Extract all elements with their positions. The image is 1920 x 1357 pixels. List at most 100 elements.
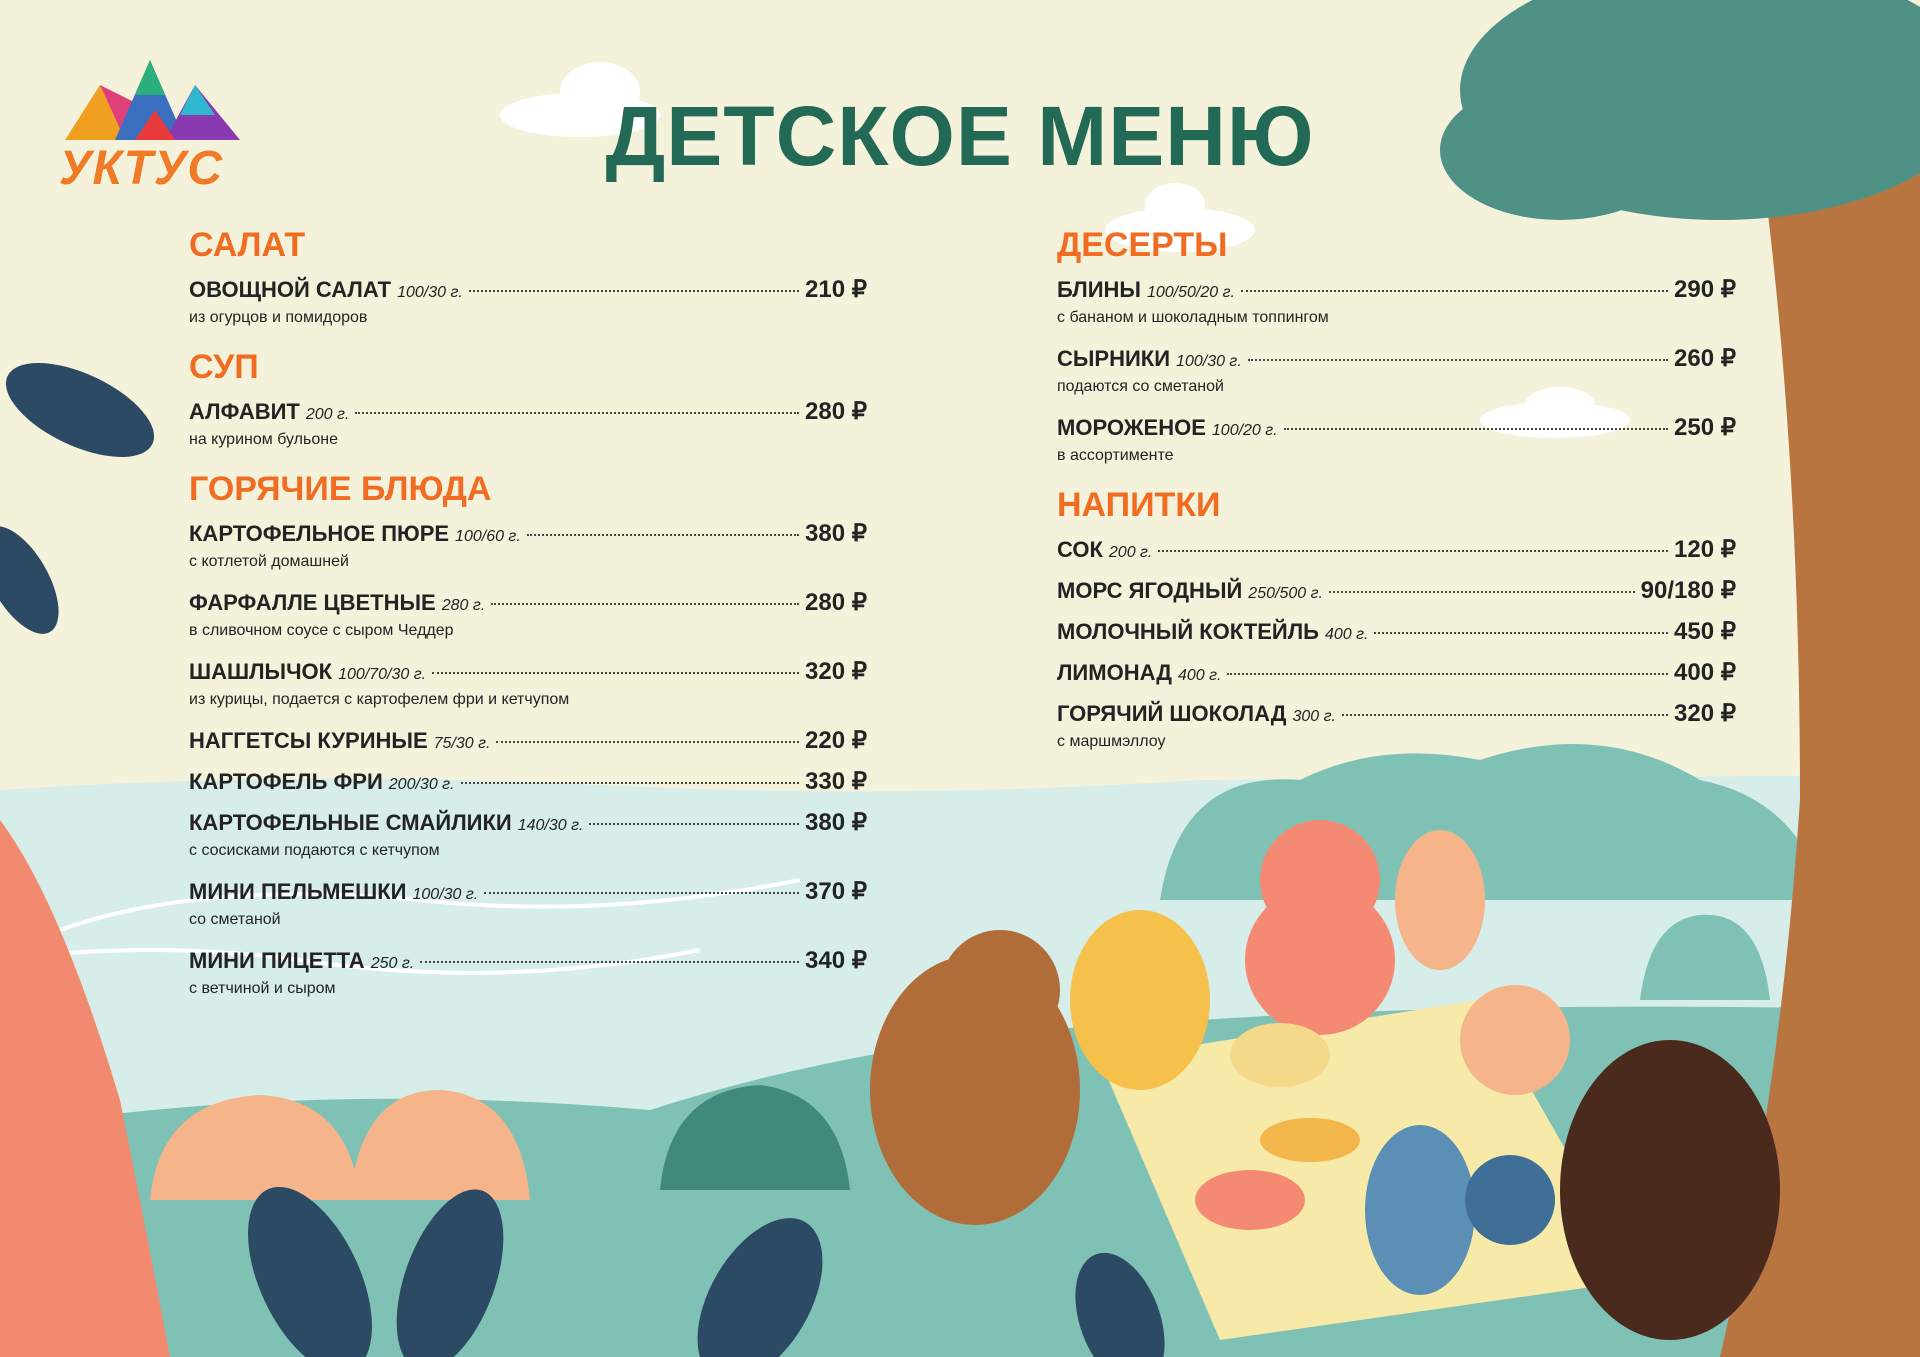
dot-leader — [484, 892, 800, 894]
section-heading: НАПИТКИ — [1057, 486, 1221, 524]
dot-leader — [1158, 550, 1669, 552]
menu-item-row: АЛФАВИТ 200 г. 280 ₽ — [189, 398, 867, 426]
bread — [1260, 1118, 1360, 1162]
bowl — [1230, 1023, 1330, 1087]
dot-leader — [355, 412, 800, 414]
menu-item: МИНИ ПЕЛЬМЕШКИ 100/30 г. 370 ₽ со сметаной — [189, 878, 867, 934]
item-name: ФАРФАЛЛЕ ЦВЕТНЫЕ — [189, 590, 436, 615]
item-name: ЛИМОНАД — [1057, 660, 1172, 685]
dot-leader — [589, 823, 800, 825]
dot-leader — [491, 603, 800, 605]
duck — [1460, 985, 1570, 1095]
item-name: СОК — [1057, 537, 1103, 562]
menu-item-row: ЛИМОНАД 400 г. 400 ₽ — [1057, 659, 1736, 687]
item-price: 380 ₽ — [805, 809, 867, 836]
menu-item-row: КАРТОФЕЛЬНЫЕ СМАЙЛИКИ 140/30 г. 380 ₽ — [189, 809, 867, 837]
item-description: на курином бульоне — [189, 431, 338, 448]
item-price: 250 ₽ — [1674, 414, 1736, 441]
section-heading: ГОРЯЧИЕ БЛЮДА — [189, 470, 492, 508]
leaf — [0, 526, 59, 634]
item-weight: 100/30 г. — [1176, 353, 1242, 370]
menu-item-row: СЫРНИКИ 100/30 г. 260 ₽ — [1057, 345, 1736, 373]
cloud — [1525, 387, 1595, 423]
item-weight: 100/30 г. — [412, 886, 479, 903]
menu-item-row: МОРС ЯГОДНЫЙ 250/500 г. 90/180 ₽ — [1057, 577, 1736, 605]
menu-item: ФАРФАЛЛЕ ЦВЕТНЫЕ 280 г. 280 ₽ в сливочном с… — [189, 589, 867, 645]
item-name: КАРТОФЕЛЬНОЕ ПЮРЕ — [189, 521, 450, 546]
leaf — [248, 1186, 372, 1357]
item-price: 260 ₽ — [1674, 345, 1736, 372]
cloud — [560, 62, 640, 122]
item-name: НАГГЕТСЫ КУРИНЫЕ — [189, 728, 428, 753]
dot-leader — [1341, 714, 1669, 716]
dot-leader — [1227, 673, 1669, 675]
item-weight: 100/60 г. — [455, 528, 521, 545]
menu-item: БЛИНЫ 100/50/20 г. 290 ₽ с бананом и шокола… — [1057, 276, 1736, 332]
item-name: КАРТОФЕЛЬНЫЕ СМАЙЛИКИ — [189, 810, 512, 835]
dot-leader — [1240, 290, 1669, 292]
dot-leader — [1283, 428, 1669, 430]
item-description: с бананом и шоколадным топпингом — [1057, 309, 1329, 326]
item-price: 400 ₽ — [1674, 659, 1736, 686]
menu-item: ГОРЯЧИЙ ШОКОЛАД 300 г. 320 ₽ с маршмэллоу — [1057, 700, 1736, 756]
item-weight: 100/20 г. — [1211, 422, 1278, 439]
dot-leader — [496, 741, 800, 743]
dot-leader — [1247, 359, 1669, 361]
bush — [350, 1090, 530, 1200]
fox-tail — [1395, 830, 1485, 970]
menu-item: КАРТОФЕЛЬНЫЕ СМАЙЛИКИ 140/30 г. 380 ₽ с сос… — [189, 809, 867, 865]
logo-text: УКТУС — [59, 142, 224, 195]
section-heading: СУП — [189, 348, 259, 386]
menu-item-row: МИНИ ПИЦЕТТА 250 г. 340 ₽ — [189, 947, 867, 975]
item-price: 220 ₽ — [805, 727, 867, 754]
menu-item: ЛИМОНАД 400 г. 400 ₽ — [1057, 659, 1736, 687]
item-weight: 100/50/20 г. — [1146, 284, 1235, 301]
boar — [1560, 1040, 1780, 1340]
item-weight: 140/30 г. — [517, 817, 584, 834]
item-weight: 280 г. — [441, 597, 486, 614]
item-price: 330 ₽ — [805, 768, 867, 795]
hill — [1640, 914, 1770, 1000]
item-price: 290 ₽ — [1674, 276, 1736, 303]
menu-item: ОВОЩНОЙ САЛАТ 100/30 г. 210 ₽ из огурцов и … — [189, 276, 867, 332]
section-heading: САЛАТ — [189, 226, 306, 264]
page-title: ДЕТСКОЕ МЕНЮ — [605, 89, 1315, 183]
item-name: МОРС ЯГОДНЫЙ — [1057, 578, 1243, 603]
item-weight: 250/500 г. — [1248, 585, 1323, 602]
section-heading: ДЕСЕРТЫ — [1057, 226, 1228, 264]
menu-item: МИНИ ПИЦЕТТА 250 г. 340 ₽ с ветчиной и сыро… — [189, 947, 867, 1003]
item-name: МОЛОЧНЫЙ КОКТЕЙЛЬ — [1057, 619, 1319, 644]
tree-trunk — [1720, 140, 1920, 1357]
menu-item: АЛФАВИТ 200 г. 280 ₽ на курином бульоне — [189, 398, 867, 454]
dot-leader — [1328, 591, 1635, 593]
buns-plate — [1195, 1170, 1305, 1230]
leaf — [1075, 1252, 1165, 1357]
logo-mountains-icon — [65, 60, 240, 140]
item-name: БЛИНЫ — [1057, 277, 1141, 302]
leaf — [697, 1218, 823, 1357]
item-price: 370 ₽ — [805, 878, 867, 905]
item-weight: 75/30 г. — [433, 735, 491, 752]
menu-item-row: НАГГЕТСЫ КУРИНЫЕ 75/30 г. 220 ₽ — [189, 727, 867, 755]
dot-leader — [526, 534, 800, 536]
menu-item-row: ШАШЛЫЧОК 100/70/30 г. 320 ₽ — [189, 658, 867, 686]
menu-item: НАГГЕТСЫ КУРИНЫЕ 75/30 г. 220 ₽ — [189, 727, 867, 755]
menu-item: МОЛОЧНЫЙ КОКТЕЙЛЬ 400 г. 450 ₽ — [1057, 618, 1736, 646]
bush — [660, 1085, 850, 1190]
menu-item: МОРОЖЕНОЕ 100/20 г. 250 ₽ в ассортименте — [1057, 414, 1736, 470]
item-name: МИНИ ПЕЛЬМЕШКИ — [189, 879, 407, 904]
menu-item-row: ОВОЩНОЙ САЛАТ 100/30 г. 210 ₽ — [189, 276, 867, 304]
dot-leader — [460, 782, 800, 784]
item-price: 280 ₽ — [805, 589, 867, 616]
item-weight: 250 г. — [370, 955, 415, 972]
item-description: со сметаной — [189, 911, 281, 928]
menu-item: КАРТОФЕЛЬНОЕ ПЮРЕ 100/60 г. 380 ₽ с котлето… — [189, 520, 867, 576]
menu-item: ШАШЛЫЧОК 100/70/30 г. 320 ₽ из курицы, пода… — [189, 658, 867, 714]
item-weight: 100/70/30 г. — [338, 666, 427, 683]
item-description: в сливочном соусе с сыром Чеддер — [189, 622, 454, 639]
menu-item-row: ГОРЯЧИЙ ШОКОЛАД 300 г. 320 ₽ — [1057, 700, 1736, 728]
item-weight: 200 г. — [1108, 544, 1153, 561]
wave-line — [0, 948, 701, 975]
dot-leader — [1374, 632, 1669, 634]
menu-column-left: САЛАТ ОВОЩНОЙ САЛАТ 100/30 г. 210 ₽ из огурц… — [189, 218, 867, 1016]
